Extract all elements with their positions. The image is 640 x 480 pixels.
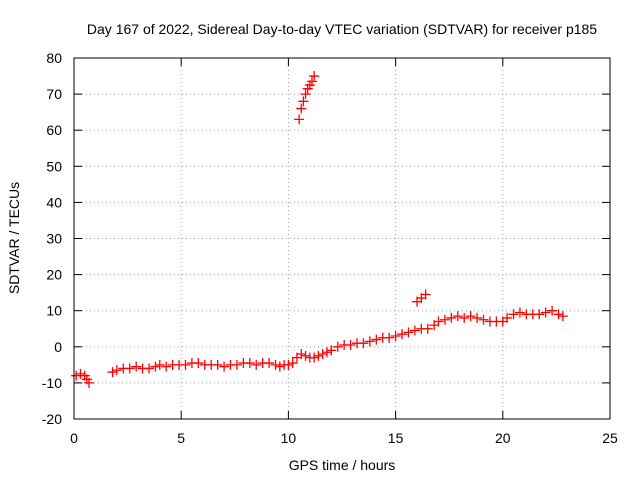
x-tick-label: 10 <box>281 430 297 446</box>
y-tick-label: 20 <box>46 267 62 283</box>
x-axis-label: GPS time / hours <box>289 457 396 473</box>
data-point <box>534 309 545 320</box>
data-point <box>422 323 433 334</box>
data-point <box>231 359 242 370</box>
data-point <box>390 330 401 341</box>
data-point <box>508 309 519 320</box>
data-point <box>296 103 307 114</box>
plot-frame <box>73 57 611 420</box>
y-tick-label: 0 <box>54 339 62 355</box>
y-tick-label: 30 <box>46 231 62 247</box>
data-point <box>358 338 369 349</box>
data-point <box>71 370 82 381</box>
data-point <box>309 352 320 363</box>
data-point <box>212 359 223 370</box>
data-point <box>150 361 161 372</box>
data-point <box>264 358 275 369</box>
data-point <box>219 361 230 372</box>
data-point <box>300 89 311 100</box>
data-point <box>321 347 332 358</box>
data-point <box>306 76 317 87</box>
data-point <box>502 312 513 323</box>
data-point <box>403 327 414 338</box>
data-point <box>274 361 285 372</box>
data-point <box>193 358 204 369</box>
data-point <box>313 350 324 361</box>
data-point <box>364 336 375 347</box>
data-point <box>298 96 309 107</box>
y-tick-label: -10 <box>42 375 62 391</box>
data-point <box>300 350 311 361</box>
y-tick-label: 50 <box>46 158 62 174</box>
y-tick-label: 10 <box>46 303 62 319</box>
y-tick-label: 60 <box>46 122 62 138</box>
data-point <box>309 71 320 82</box>
y-tick-label: 80 <box>46 50 62 66</box>
x-tick-label: 5 <box>177 430 185 446</box>
data-point <box>75 368 86 379</box>
data-point <box>124 363 135 374</box>
x-tick-label: 20 <box>495 430 511 446</box>
x-tick-label: 0 <box>70 430 78 446</box>
data-point <box>384 332 395 343</box>
data-point <box>397 329 408 340</box>
data-point <box>459 312 470 323</box>
data-point <box>371 334 382 345</box>
data-point <box>540 307 551 318</box>
data-point <box>283 359 294 370</box>
data-point <box>111 365 122 376</box>
data-point <box>514 307 525 318</box>
x-tick-label: 15 <box>388 430 404 446</box>
data-point <box>131 361 142 372</box>
data-point <box>420 289 431 300</box>
data-point <box>547 305 558 316</box>
data-points <box>71 71 568 388</box>
y-tick-label: 70 <box>46 86 62 102</box>
data-point <box>270 359 281 370</box>
data-point <box>84 377 95 388</box>
data-point <box>465 311 476 322</box>
data-point <box>332 341 343 352</box>
chart-title: Day 167 of 2022, Sidereal Day-to-day VTE… <box>87 21 597 37</box>
data-point <box>296 349 307 360</box>
x-tick-label: 25 <box>602 430 618 446</box>
x-tick-labels: 0 5 10 15 20 25 <box>70 430 618 446</box>
y-tick-label: -20 <box>42 411 62 427</box>
data-point <box>251 359 262 370</box>
data-point <box>180 359 191 370</box>
data-point <box>452 311 463 322</box>
y-tick-label: 40 <box>46 194 62 210</box>
data-point <box>294 114 305 125</box>
data-point <box>472 312 483 323</box>
data-point <box>287 358 298 369</box>
data-point <box>553 309 564 320</box>
data-point <box>317 349 328 360</box>
data-point <box>345 339 356 350</box>
data-point <box>326 345 337 356</box>
data-point <box>107 367 118 378</box>
data-point <box>478 314 489 325</box>
y-axis-label: SDTVAR / TECUs <box>6 182 22 294</box>
data-point <box>433 316 444 327</box>
data-point <box>161 361 172 372</box>
data-point <box>409 325 420 336</box>
data-point <box>244 358 255 369</box>
data-point <box>144 363 155 374</box>
data-point <box>154 359 165 370</box>
data-point <box>446 312 457 323</box>
data-point <box>439 314 450 325</box>
data-point <box>557 311 568 322</box>
y-tick-labels: -20 -10 0 10 20 30 40 50 60 70 80 <box>42 50 62 427</box>
